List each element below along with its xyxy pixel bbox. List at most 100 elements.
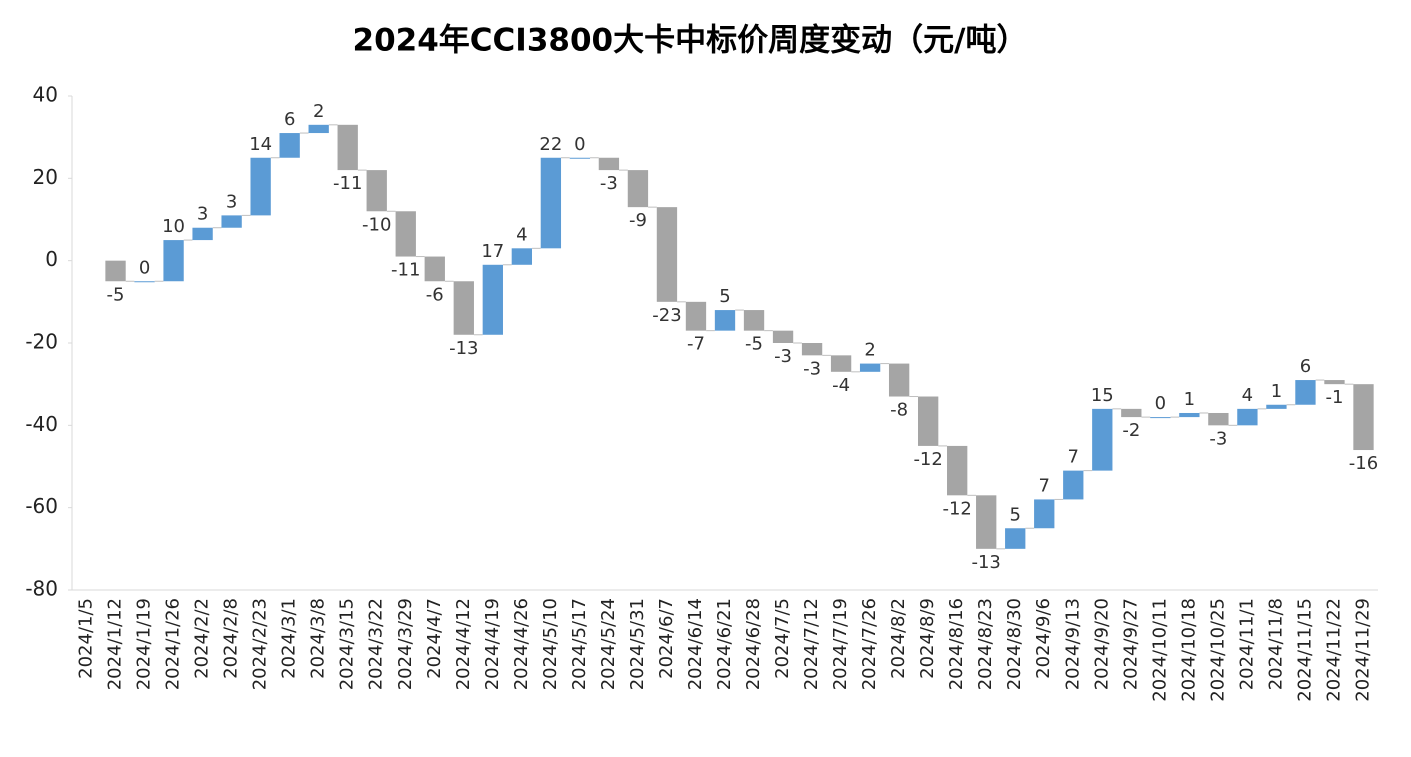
x-tick-label: 2024/4/26: [511, 598, 532, 690]
x-tick-label: 2024/6/7: [656, 598, 677, 679]
x-tick-label: 2024/5/10: [540, 598, 561, 690]
x-tick-label: 2024/6/21: [714, 598, 735, 690]
data-label: 7: [1068, 447, 1079, 468]
data-label: -23: [652, 305, 681, 326]
data-label: 7: [1039, 475, 1050, 496]
bar: [424, 256, 445, 282]
data-label: -3: [600, 173, 618, 194]
data-label: 5: [1009, 504, 1020, 525]
x-tick-label: 2024/6/28: [743, 598, 764, 690]
data-label: -11: [391, 260, 420, 281]
x-tick-label: 2024/5/31: [627, 598, 648, 690]
y-tick-label: -60: [25, 494, 58, 518]
data-label: 4: [516, 224, 527, 245]
x-tick-label: 2024/8/9: [917, 598, 938, 679]
x-tick-label: 2024/8/2: [888, 598, 909, 679]
bar: [1179, 412, 1200, 418]
data-label: 5: [719, 286, 730, 307]
bar: [947, 445, 968, 496]
data-label: -1: [1325, 387, 1343, 408]
data-label: -7: [687, 334, 705, 355]
bar: [1324, 380, 1345, 385]
x-tick-label: 2024/4/12: [453, 598, 474, 690]
x-tick-label: 2024/9/13: [1062, 598, 1083, 690]
data-label: 4: [1242, 385, 1253, 406]
x-tick-label: 2024/8/23: [975, 598, 996, 690]
data-label: 0: [574, 134, 585, 155]
data-label: 15: [1091, 385, 1114, 406]
data-label: 6: [1300, 356, 1311, 377]
data-label: 10: [162, 216, 185, 237]
bar: [134, 281, 155, 283]
data-label: -5: [107, 284, 125, 305]
bar: [1208, 412, 1229, 426]
x-tick-label: 2024/7/12: [801, 598, 822, 690]
data-label: -16: [1349, 453, 1378, 474]
data-label: -11: [333, 173, 362, 194]
x-tick-label: 2024/11/29: [1352, 598, 1373, 702]
x-tick-label: 2024/7/26: [859, 598, 880, 690]
x-tick-label: 2024/1/26: [163, 598, 184, 690]
bar: [540, 157, 562, 249]
data-label: 3: [226, 191, 237, 212]
x-tick-label: 2024/1/12: [105, 598, 126, 690]
data-label: 2: [313, 101, 324, 122]
bar: [395, 211, 416, 257]
data-label: -12: [942, 498, 971, 519]
x-tick-label: 2024/11/22: [1323, 598, 1344, 702]
x-tick-label: 2024/9/27: [1120, 598, 1141, 690]
bar: [1237, 408, 1258, 426]
bar: [1150, 417, 1171, 419]
bar: [685, 301, 707, 331]
chart-title: 2024年CCI3800大卡中标价周度变动（元/吨）: [353, 23, 1028, 59]
data-label: -3: [774, 346, 792, 367]
bar: [482, 264, 503, 335]
bar: [250, 157, 271, 216]
bar: [859, 363, 881, 372]
bar: [1092, 408, 1113, 471]
bar: [976, 495, 997, 549]
data-label: 1: [1184, 389, 1195, 410]
bar: [917, 396, 939, 446]
bar: [337, 124, 358, 171]
x-tick-label: 2024/3/22: [366, 598, 387, 690]
data-label: -3: [803, 358, 821, 379]
data-label: 0: [139, 257, 150, 278]
data-label: -13: [971, 552, 1000, 573]
data-label: -4: [832, 375, 850, 396]
bar: [163, 240, 184, 282]
x-tick-label: 2024/2/2: [192, 598, 213, 679]
bar: [308, 124, 329, 134]
data-label: -12: [913, 449, 942, 470]
bar: [279, 133, 300, 158]
x-tick-label: 2024/6/14: [685, 598, 706, 690]
x-tick-label: 2024/2/8: [221, 598, 242, 679]
y-tick-label: -40: [25, 412, 58, 436]
bar: [830, 355, 852, 372]
data-label: -9: [629, 210, 647, 231]
data-label: -10: [362, 214, 391, 235]
data-label: 0: [1155, 393, 1166, 414]
data-label: 3: [197, 204, 208, 225]
x-tick-label: 2024/10/18: [1178, 598, 1199, 702]
bar: [221, 215, 242, 228]
bar: [569, 157, 591, 159]
bar: [1353, 384, 1374, 451]
x-tick-label: 2024/11/8: [1265, 598, 1286, 690]
bar: [366, 170, 387, 212]
data-label: 6: [284, 109, 295, 130]
data-label: -2: [1122, 420, 1140, 441]
bar: [1034, 499, 1055, 529]
bar: [801, 343, 823, 356]
bar: [627, 170, 649, 208]
x-tick-label: 2024/8/16: [946, 598, 967, 690]
y-tick-label: -80: [25, 577, 58, 601]
data-label: -3: [1209, 428, 1227, 449]
data-label: 17: [481, 241, 504, 262]
bar: [1266, 404, 1287, 409]
bar: [714, 310, 736, 331]
x-tick-label: 2024/8/30: [1004, 598, 1025, 690]
bar: [598, 157, 620, 171]
y-tick-label: 40: [33, 83, 58, 107]
data-label: -13: [449, 338, 478, 359]
